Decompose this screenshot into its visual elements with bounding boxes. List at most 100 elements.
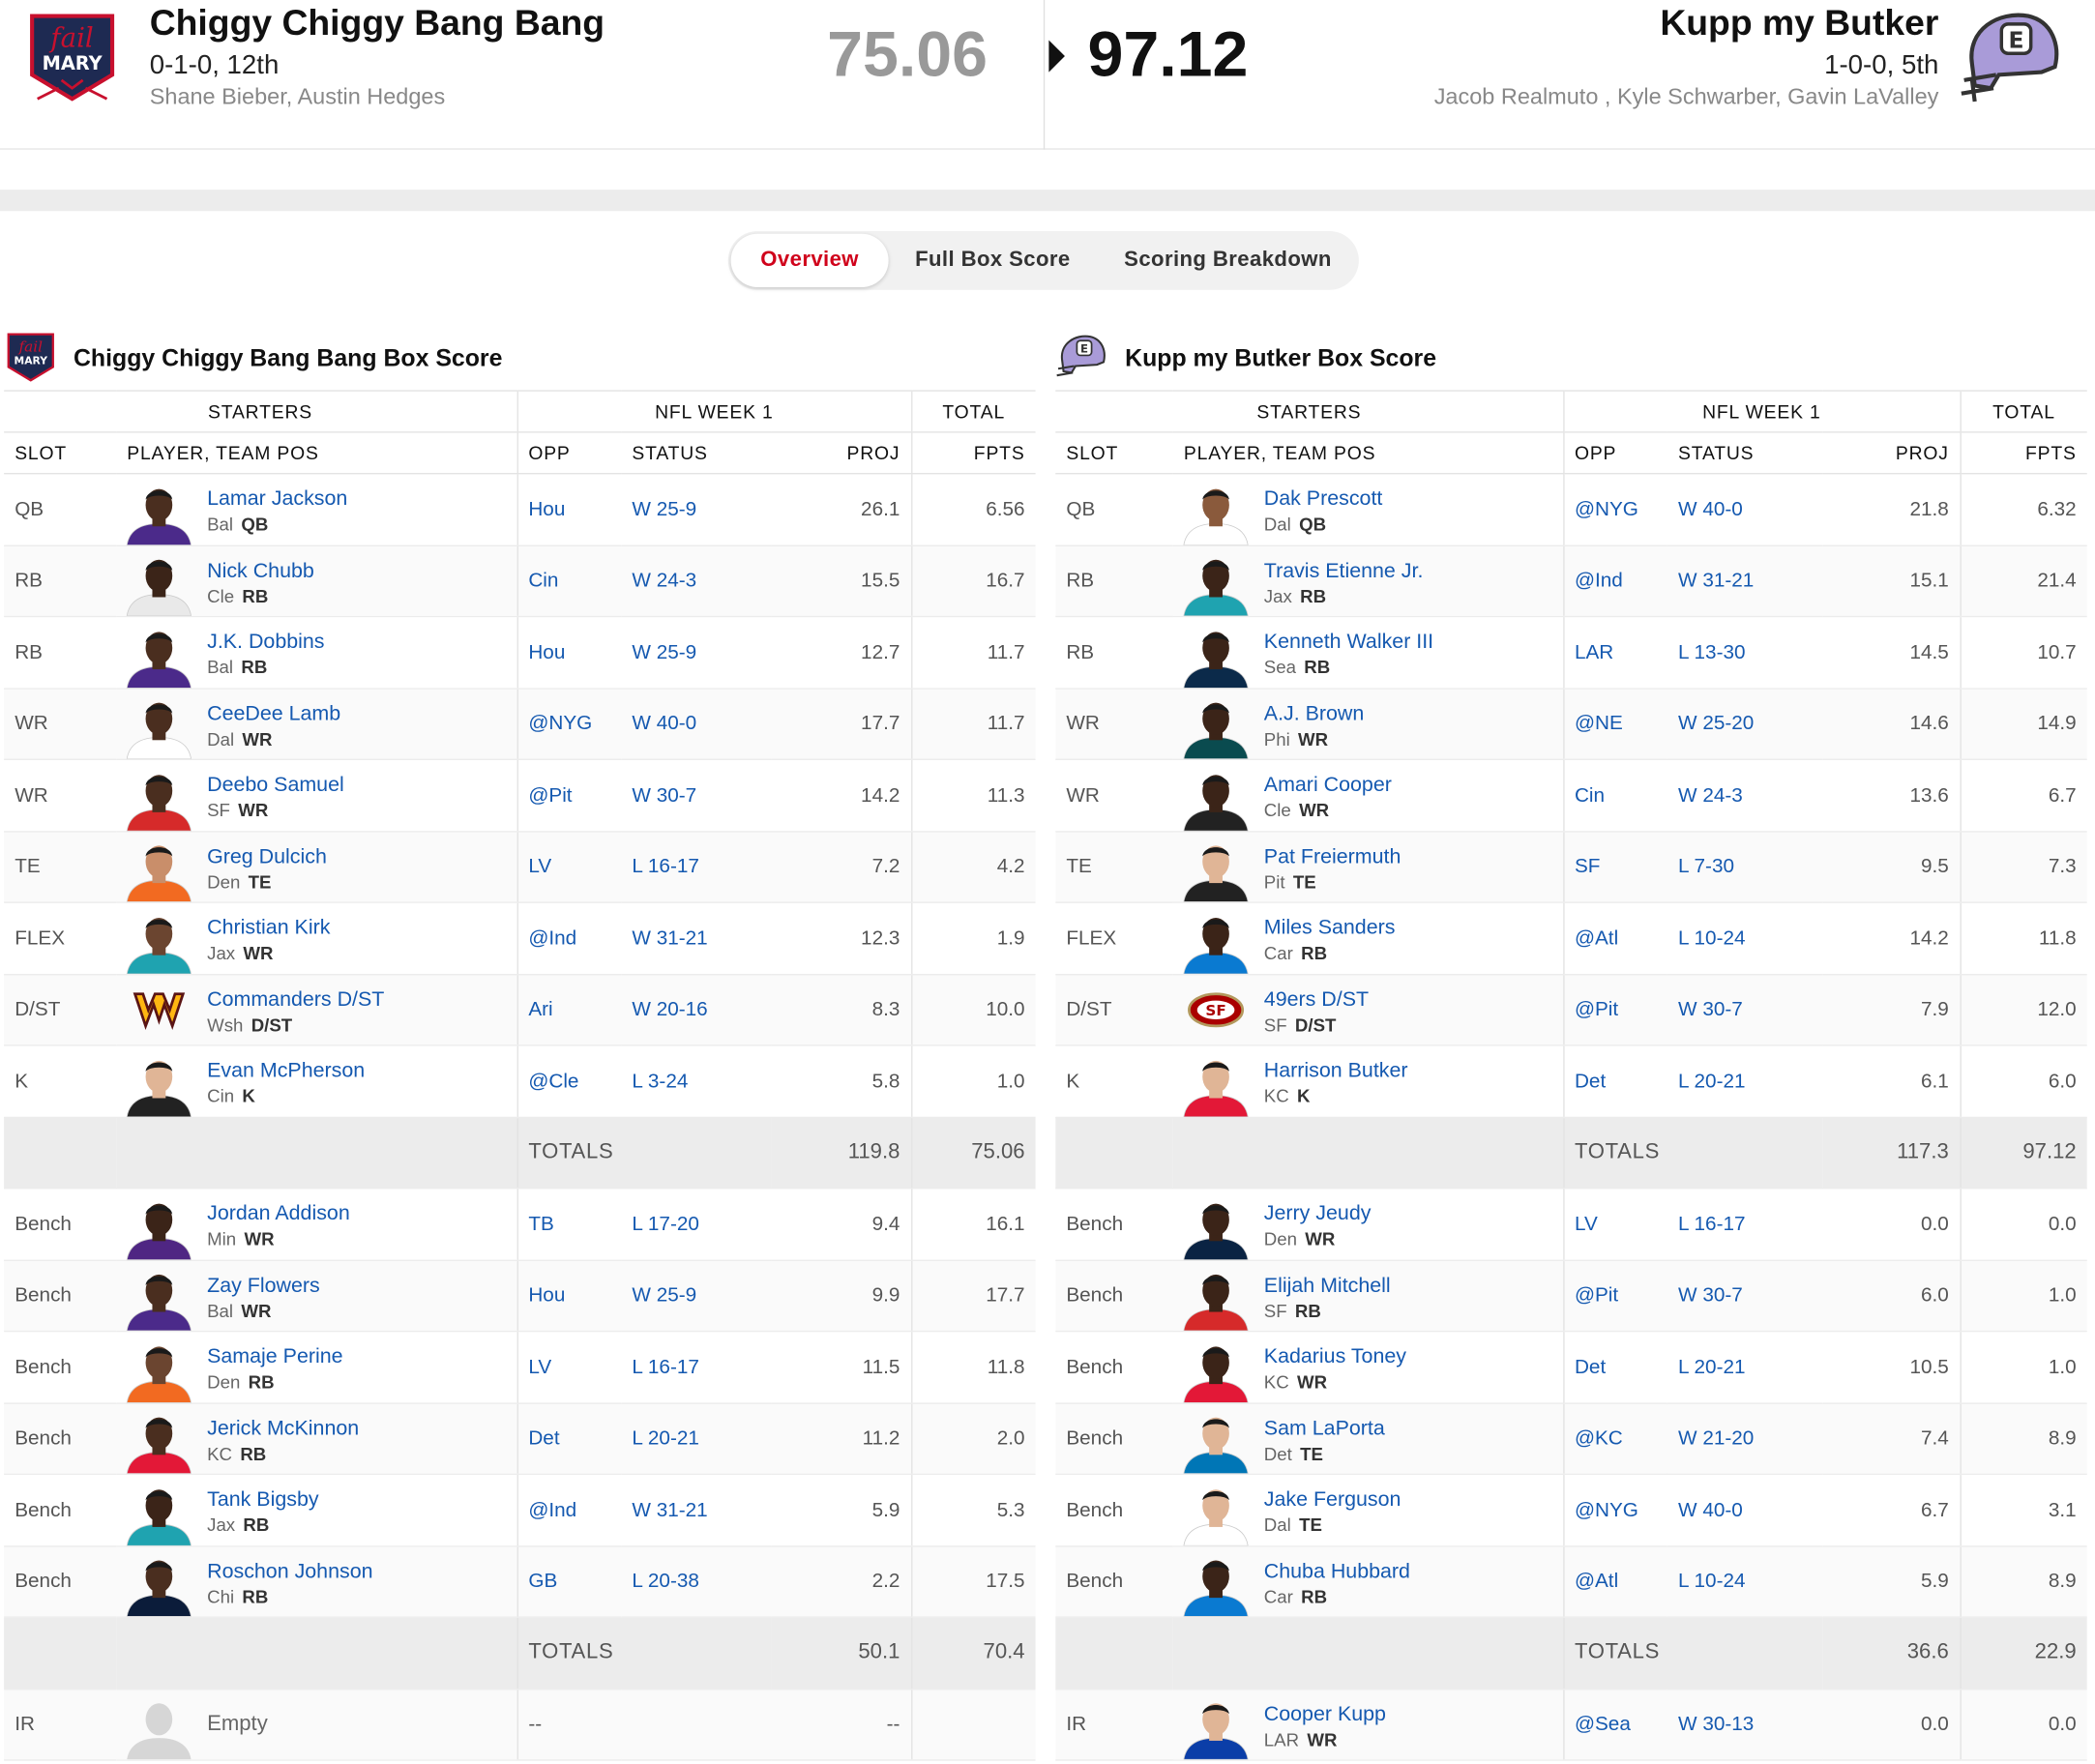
player-name-link[interactable]: Harrison Butker [1263, 1059, 1408, 1082]
player-name-link[interactable]: Amari Cooper [1263, 773, 1392, 797]
game-status-link[interactable]: W 25-9 [621, 473, 772, 546]
opponent-link[interactable]: Det [1562, 1044, 1667, 1118]
player-name-link[interactable]: Evan McPherson [207, 1059, 366, 1082]
game-status-link[interactable]: W 30-13 [1667, 1689, 1823, 1761]
game-status-link[interactable]: L 20-38 [621, 1545, 772, 1618]
player-name-link[interactable]: Travis Etienne Jr. [1263, 559, 1424, 582]
opponent-link[interactable]: @Atl [1562, 902, 1667, 975]
game-status-link[interactable]: L 20-21 [1667, 1331, 1823, 1404]
opponent-link[interactable]: TB [516, 1188, 622, 1261]
opponent-link[interactable]: Ari [516, 974, 622, 1046]
game-status-link[interactable]: W 31-21 [1667, 544, 1823, 618]
game-status-link[interactable]: W 30-7 [621, 759, 772, 832]
game-status-link[interactable]: L 16-17 [621, 831, 772, 903]
player-name-link[interactable]: Greg Dulcich [207, 844, 327, 868]
opponent-link[interactable]: @NYG [1562, 1474, 1667, 1546]
game-status-link[interactable]: W 25-20 [1667, 688, 1823, 760]
right-team-name[interactable]: Kupp my Butker [1660, 2, 1939, 44]
game-status-link[interactable]: W 31-21 [621, 902, 772, 975]
player-name-link[interactable]: Tank Bigsby [207, 1487, 319, 1512]
player-name-link[interactable]: Cooper Kupp [1263, 1702, 1386, 1726]
opponent-link[interactable]: GB [516, 1545, 622, 1618]
player-name-link[interactable]: CeeDee Lamb [207, 701, 341, 725]
game-status-link[interactable]: L 13-30 [1667, 616, 1823, 690]
player-name-link[interactable]: Jake Ferguson [1263, 1487, 1402, 1512]
game-status-link[interactable]: L 10-24 [1667, 902, 1823, 975]
player-name-link[interactable]: Chuba Hubbard [1263, 1559, 1410, 1583]
opponent-link[interactable]: @Ind [516, 902, 622, 975]
opponent-link[interactable]: LV [1562, 1188, 1667, 1261]
opponent-link[interactable]: @NE [1562, 688, 1667, 760]
opponent-link[interactable]: @Pit [1562, 974, 1667, 1046]
player-name-link[interactable]: A.J. Brown [1263, 701, 1365, 725]
game-status-link[interactable]: L 20-21 [621, 1402, 772, 1476]
opponent-link[interactable]: LV [516, 831, 622, 903]
player-name-link[interactable]: Lamar Jackson [207, 487, 348, 511]
player-name-link[interactable]: Miles Sanders [1263, 916, 1396, 940]
game-status-link[interactable]: W 30-7 [1667, 974, 1823, 1046]
player-name-link[interactable]: Deebo Samuel [207, 773, 344, 797]
player-name-link[interactable]: Christian Kirk [207, 916, 331, 940]
game-status-link[interactable]: W 25-9 [621, 616, 772, 690]
game-status-link[interactable]: L 3-24 [621, 1044, 772, 1118]
game-status-link[interactable]: L 16-17 [1667, 1188, 1823, 1261]
player-name-link[interactable]: Kadarius Toney [1263, 1345, 1406, 1368]
game-status-link[interactable]: L 17-20 [621, 1188, 772, 1261]
player-name-link[interactable]: Commanders D/ST [207, 987, 385, 1012]
opponent-link[interactable]: @Pit [1562, 1259, 1667, 1333]
player-name-link[interactable]: 49ers D/ST [1263, 987, 1370, 1012]
game-status-link[interactable]: W 25-9 [621, 1259, 772, 1333]
opponent-link[interactable]: @NYG [1562, 473, 1667, 546]
tab-full-box-score[interactable]: Full Box Score [915, 248, 1071, 272]
player-cell: Samaje Perine Den RB [116, 1331, 517, 1404]
player-name-link[interactable]: Jordan Addison [207, 1202, 350, 1225]
player-name-link[interactable]: Jerry Jeudy [1263, 1202, 1372, 1225]
player-name-link[interactable]: Elijah Mitchell [1263, 1274, 1391, 1297]
player-name-link[interactable]: Samaje Perine [207, 1345, 343, 1368]
game-status-link[interactable]: W 20-16 [621, 974, 772, 1046]
opponent-link[interactable]: @NYG [516, 688, 622, 760]
player-name-link[interactable]: Nick Chubb [207, 559, 314, 582]
game-status-link[interactable]: W 40-0 [1667, 1474, 1823, 1546]
opponent-link[interactable]: Cin [516, 544, 622, 618]
game-status-link[interactable]: W 30-7 [1667, 1259, 1823, 1333]
opponent-link[interactable]: SF [1562, 831, 1667, 903]
game-status-link[interactable]: L 20-21 [1667, 1044, 1823, 1118]
totals-proj: 50.1 [771, 1617, 912, 1690]
player-name-link[interactable]: Jerick McKinnon [207, 1416, 360, 1440]
game-status-link[interactable]: W 24-3 [621, 544, 772, 618]
game-status-link[interactable]: L 7-30 [1667, 831, 1823, 903]
player-name-link[interactable]: Dak Prescott [1263, 487, 1383, 511]
player-name-link[interactable]: Roschon Johnson [207, 1559, 373, 1583]
player-name-link[interactable]: J.K. Dobbins [207, 631, 325, 654]
game-status-link[interactable]: W 24-3 [1667, 759, 1823, 832]
tab-scoring-breakdown[interactable]: Scoring Breakdown [1124, 248, 1332, 272]
opponent-link[interactable]: LAR [1562, 616, 1667, 690]
player-name-link[interactable]: Pat Freiermuth [1263, 844, 1402, 868]
opponent-link[interactable]: Hou [516, 1259, 622, 1333]
opponent-link[interactable]: @Ind [1562, 544, 1667, 618]
player-name-link[interactable]: Kenneth Walker III [1263, 631, 1434, 654]
game-status-link[interactable]: W 21-20 [1667, 1402, 1823, 1476]
opponent-link[interactable]: @Cle [516, 1044, 622, 1118]
tab-overview[interactable]: Overview [730, 233, 889, 287]
opponent-link[interactable]: @KC [1562, 1402, 1667, 1476]
player-name-link[interactable]: Zay Flowers [207, 1274, 320, 1297]
opponent-link[interactable]: @Atl [1562, 1545, 1667, 1618]
opponent-link[interactable]: Det [516, 1402, 622, 1476]
game-status-link[interactable]: W 31-21 [621, 1474, 772, 1546]
opponent-link[interactable]: Det [1562, 1331, 1667, 1404]
opponent-link[interactable]: Hou [516, 473, 622, 546]
opponent-link[interactable]: Hou [516, 616, 622, 690]
game-status-link[interactable]: W 40-0 [1667, 473, 1823, 546]
game-status-link[interactable]: W 40-0 [621, 688, 772, 760]
player-name-link[interactable]: Sam LaPorta [1263, 1416, 1385, 1440]
left-team-name[interactable]: Chiggy Chiggy Bang Bang [149, 2, 605, 44]
opponent-link[interactable]: @Pit [516, 759, 622, 832]
opponent-link[interactable]: LV [516, 1331, 622, 1404]
opponent-link[interactable]: @Sea [1562, 1689, 1667, 1761]
opponent-link[interactable]: @Ind [516, 1474, 622, 1546]
opponent-link[interactable]: Cin [1562, 759, 1667, 832]
game-status-link[interactable]: L 16-17 [621, 1331, 772, 1404]
game-status-link[interactable]: L 10-24 [1667, 1545, 1823, 1618]
